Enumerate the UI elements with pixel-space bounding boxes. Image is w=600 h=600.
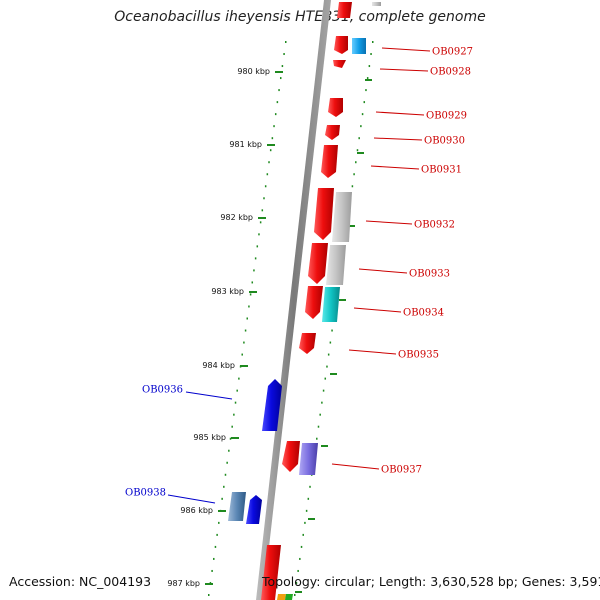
gene-label-ob0927[interactable]: OB0927	[432, 47, 473, 58]
gene-leader-line	[331, 463, 380, 470]
gene-feature-ob0932	[314, 188, 334, 240]
gene-feature-ob0938	[228, 492, 246, 521]
gene-feature-ob0934	[305, 286, 323, 319]
gene-label-ob0928[interactable]: OB0928	[430, 67, 471, 78]
gene-feature-ob0935	[299, 333, 316, 354]
gene-feature-top-partial	[337, 2, 352, 18]
gene-labels: OB0927 OB0928 OB0929 OB0930 OB0931 OB0932 OB09…	[125, 47, 473, 504]
scale-tick-label: 981 kbp	[229, 140, 262, 149]
gene-label-ob0930[interactable]: OB0930	[424, 136, 465, 147]
gene-feature-top-gray	[372, 2, 381, 6]
gene-leader-line	[353, 307, 402, 313]
scale-tick-label: 982 kbp	[220, 213, 253, 222]
gene-feature-gray-1	[332, 192, 352, 242]
gene-leader-line	[375, 111, 425, 116]
gene-label-ob0932[interactable]: OB0932	[414, 220, 455, 231]
map-title: Oceanobacillus iheyensis HTE831, complet…	[114, 9, 486, 25]
scale-tick-label: 984 kbp	[202, 361, 235, 370]
accession-text: Accession: NC_004193	[9, 574, 152, 589]
scale-tick-label: 986 kbp	[180, 506, 213, 515]
gene-feature-bottom-orange	[277, 594, 286, 600]
gene-feature-ob0927	[334, 36, 348, 54]
gene-leader-line	[365, 220, 413, 225]
gene-feature-gray-2	[326, 245, 346, 285]
scale-tick-label: 987 kbp	[167, 579, 200, 588]
gene-feature-cyan-1	[322, 287, 340, 322]
gene-feature-ob0931	[321, 145, 338, 178]
gene-label-ob0929[interactable]: OB0929	[426, 111, 467, 122]
gene-label-ob0934[interactable]: OB0934	[403, 308, 444, 319]
gene-feature-ob0936	[262, 379, 282, 431]
gene-feature-violet-1	[299, 443, 318, 475]
gene-feature-ob0930	[325, 125, 340, 140]
gene-features	[228, 2, 381, 600]
gene-feature-bottom-green	[285, 594, 293, 600]
gene-leader-line	[373, 137, 423, 141]
gene-leader-line	[348, 349, 397, 355]
gene-label-ob0938[interactable]: OB0938	[125, 488, 166, 499]
topology-text: Topology: circular; Length: 3,630,528 bp…	[262, 574, 600, 589]
gene-feature-ob0933	[308, 243, 328, 284]
scale-tick-label: 983 kbp	[211, 287, 244, 296]
genome-backbone	[256, 0, 331, 600]
gene-leader-line	[358, 268, 408, 274]
gene-feature-ob0929	[328, 98, 343, 117]
gene-feature-ob0928	[333, 60, 346, 68]
gene-feature-blue-2	[246, 495, 262, 524]
scale-tick-label: 980 kbp	[237, 67, 270, 76]
left-dotted-guide	[208, 41, 287, 596]
gene-label-ob0935[interactable]: OB0935	[398, 350, 439, 361]
gene-leader-line	[381, 47, 431, 52]
gene-feature-bottom-red	[261, 545, 281, 600]
scale-ticks: 980 kbp 981 kbp 982 kbp 983 kbp 984 kbp 985 k…	[167, 67, 372, 593]
gene-leader-line	[370, 165, 420, 170]
gene-label-ob0936[interactable]: OB0936	[142, 385, 183, 396]
gene-feature-sky-1	[352, 38, 366, 54]
gene-label-ob0937[interactable]: OB0937	[381, 465, 422, 476]
gene-leader-line	[167, 494, 216, 504]
gene-leader-line	[185, 391, 233, 400]
gene-feature-ob0937	[282, 441, 300, 472]
scale-tick-label: 985 kbp	[193, 433, 226, 442]
gene-label-ob0933[interactable]: OB0933	[409, 269, 450, 280]
gene-label-ob0931[interactable]: OB0931	[421, 165, 462, 176]
gene-leader-line	[379, 68, 429, 72]
dotted-guides	[208, 41, 374, 596]
